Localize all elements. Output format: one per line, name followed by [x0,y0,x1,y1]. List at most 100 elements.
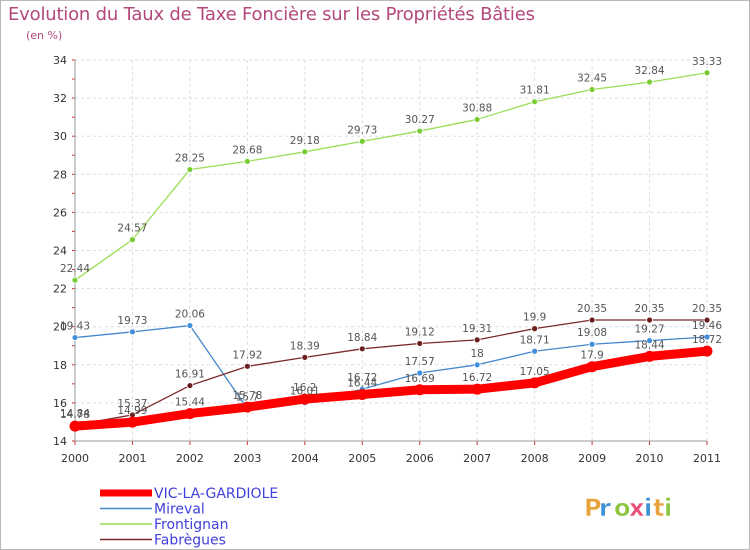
data-label: 32.84 [635,65,665,77]
data-point [241,401,253,413]
data-label: 17.9 [580,350,603,362]
data-label: 15.44 [175,397,205,409]
data-label: 19.12 [405,326,435,338]
data-label: 14.99 [117,405,147,417]
y-tick-label: 34 [53,54,67,67]
data-label: 16.72 [462,372,492,384]
data-label: 16.72 [347,372,377,384]
data-point [473,116,481,123]
data-point [243,362,251,370]
data-point [129,328,136,336]
y-tick-label: 28 [53,168,67,181]
series-line [74,72,708,281]
x-tick-label: 2003 [233,452,261,465]
data-label: 16.69 [405,373,435,385]
x-tick-label: 2004 [291,452,319,465]
logo-letter: o [614,494,631,522]
data-label: 18.39 [290,340,320,352]
data-label: 14.84 [60,408,90,420]
data-point [299,393,311,405]
proxiti-logo: Pr ox i t i [584,494,673,523]
data-point [588,340,596,348]
data-label: 15.78 [232,390,262,402]
data-point [301,353,309,361]
data-label: 22.44 [60,263,90,275]
data-label: 30.27 [405,114,435,126]
data-label: 33.33 [692,56,722,68]
data-point [473,336,481,344]
data-point [71,276,79,284]
data-label: 29.73 [347,124,377,136]
x-tick-label: 2005 [348,452,376,465]
plot-area [75,60,707,441]
legend-label: VIC-LA-GARDIOLE [154,486,278,502]
data-label: 24.57 [117,223,147,235]
data-point [586,361,598,373]
data-label: 28.68 [232,144,262,156]
data-label: 17.05 [520,366,550,378]
data-point [358,137,366,145]
logo-letter: x [629,494,645,522]
data-label: 16.2 [293,382,316,394]
data-point [129,236,136,244]
y-tick-label: 16 [53,397,67,410]
data-label: 18.84 [347,332,377,344]
data-point [703,333,711,341]
data-point [646,78,653,86]
data-point [301,148,309,156]
legend-label: Mireval [154,502,205,518]
data-label: 19.9 [523,312,546,324]
x-tick-label: 2010 [636,452,664,465]
data-point [703,69,711,77]
data-point [531,98,539,106]
data-label: 17.57 [405,356,435,368]
data-label: 19.43 [60,321,90,333]
data-point [531,347,539,355]
data-label: 16.44 [347,378,377,390]
data-label: 16.91 [175,369,205,381]
data-label: 14.78 [60,409,90,421]
x-tick-label: 2011 [693,452,721,465]
chart-title: Evolution du Taux de Taxe Foncière sur l… [8,4,535,25]
series-line [74,324,708,410]
data-label: 20.35 [635,303,665,315]
data-label: 16.01 [290,386,320,398]
y-tick-label: 32 [53,92,67,105]
x-tick-label: 2006 [406,452,434,465]
x-tick-label: 2000 [61,452,89,465]
data-point [416,340,424,347]
data-label: 18 [470,348,483,360]
series-frontignan [71,69,711,284]
data-label: 30.88 [462,102,492,114]
y-tick-label: 26 [53,206,67,219]
data-label: 20.35 [577,303,607,315]
y-tick-label: 22 [53,283,67,296]
data-label: 19.27 [635,324,665,336]
data-point [416,127,424,135]
data-point [186,166,194,173]
data-point [529,377,541,389]
x-tick-label: 2002 [176,452,204,465]
data-point [186,322,194,329]
data-point [71,334,79,341]
data-point [416,369,424,377]
unit-label: (en %) [26,29,63,42]
data-point [473,361,481,369]
data-label: 17.92 [232,349,262,361]
series-vic-la-gardiole [69,345,713,432]
x-tick-label: 2008 [521,452,549,465]
data-point [186,382,194,389]
data-label: 19.08 [577,327,607,339]
logo-letter: i [644,494,652,522]
data-point [588,86,596,93]
data-point [531,325,539,333]
data-label: 18.44 [635,339,665,351]
logo-letter: i [664,494,672,522]
legend-label: Frontignan [154,517,229,533]
data-point [126,416,138,428]
x-tick-label: 2009 [578,452,606,465]
data-point [356,389,368,401]
data-point [644,350,656,362]
data-label: 18.72 [692,334,722,346]
legend-label: Fabrègues [154,533,226,549]
